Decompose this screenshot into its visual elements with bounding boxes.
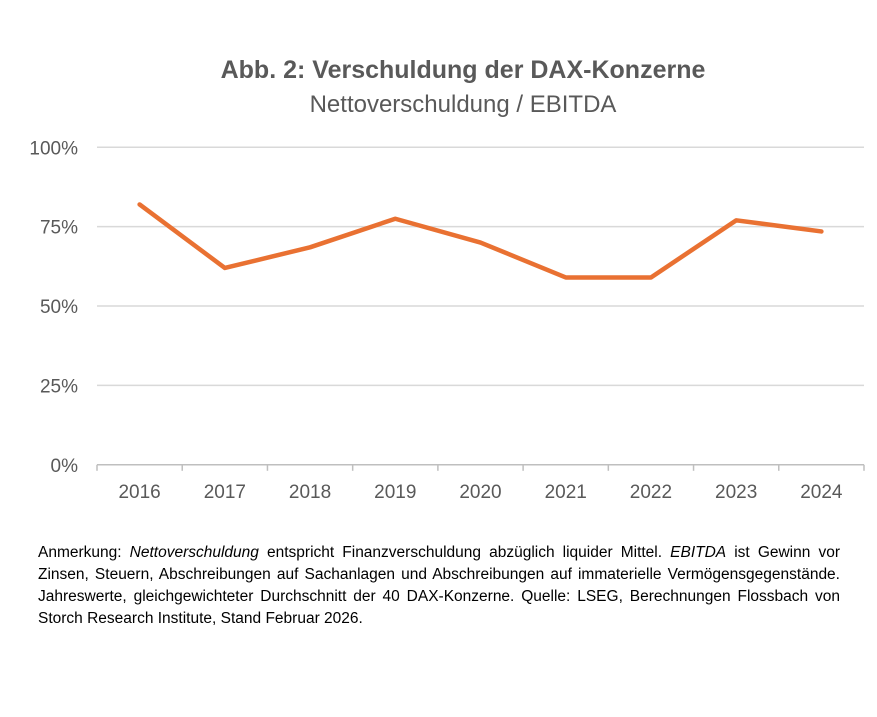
note-term: Nettoverschuldung (129, 544, 259, 561)
series-line (137, 202, 824, 280)
line-chart: 0% 25% 50% 75% 100% 2016 2017 2018 2019 2020 2021 2… (29, 138, 865, 503)
chart-subtitle: Nettoverschuldung / EBITDA (309, 91, 617, 118)
note-term: EBITDA (670, 544, 727, 561)
chart-note: Anmerkung: Nettoverschuldung entspricht … (38, 542, 840, 630)
note-text: ist Gewinn vor Zinsen, Steuern, Abschrei… (38, 544, 840, 627)
x-tick-label: 2023 (715, 482, 757, 503)
y-tick-label: 100% (29, 138, 78, 159)
note-text: Anmerkung: (38, 544, 130, 561)
y-tick-label: 50% (40, 297, 78, 318)
x-tick-label: 2017 (204, 482, 246, 503)
chart-title: Abb. 2: Verschuldung der DAX-Konzerne (220, 56, 706, 84)
y-tick-label: 0% (51, 456, 79, 477)
x-tick-label: 2016 (118, 482, 160, 503)
x-tick-label: 2022 (630, 482, 672, 503)
x-tick-label: 2020 (459, 482, 501, 503)
x-tick-label: 2021 (545, 482, 587, 503)
x-tick-label: 2024 (800, 482, 843, 503)
note-text: entspricht Finanzverschuldung abzüglich … (258, 544, 671, 561)
x-tick-label: 2019 (374, 482, 416, 503)
y-tick-label: 25% (40, 376, 78, 397)
x-tick-label: 2018 (289, 482, 331, 503)
y-tick-label: 75% (40, 218, 78, 239)
